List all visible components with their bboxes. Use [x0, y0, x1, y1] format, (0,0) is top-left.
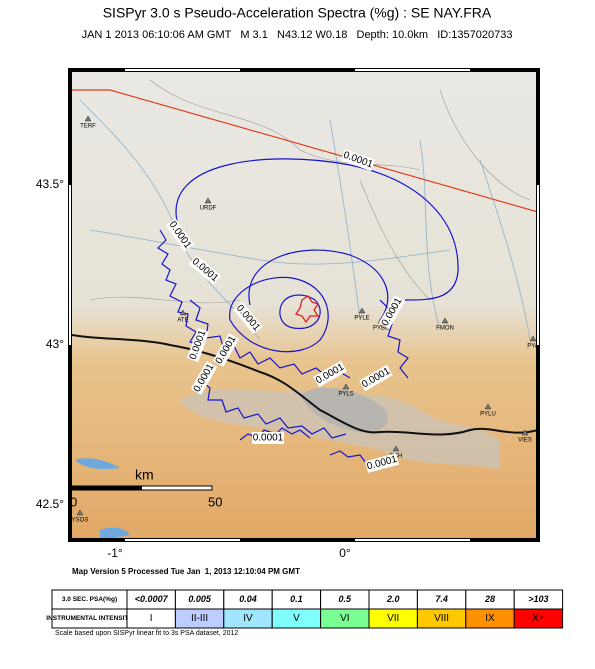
contour-label-bg — [212, 333, 240, 367]
intensity-value: IX — [485, 613, 495, 624]
contour-label-bg — [378, 295, 406, 329]
contour-label-bg — [359, 364, 393, 392]
legend-row-header: INSTRUMENTAL INTENSITY — [46, 615, 133, 622]
contour-label-bg — [188, 255, 222, 285]
psa-value: 0.005 — [188, 594, 212, 604]
station-label: PYLE — [354, 316, 369, 322]
subtitle: JAN 1 2013 06:10:06 AM GMT M 3.1 N43.12 … — [82, 29, 513, 41]
station-label: TERF — [80, 124, 96, 130]
contour-label-bg — [252, 432, 284, 444]
lat-label: 43° — [46, 337, 64, 351]
lat-label: 43.5° — [36, 177, 64, 191]
psa-value: 7.4 — [435, 594, 448, 604]
intensity-value: V — [293, 613, 300, 624]
lat-label: 42.5° — [36, 497, 64, 511]
intensity-cell — [513, 608, 564, 629]
psa-value: 0.04 — [239, 594, 257, 604]
station-marker — [76, 509, 84, 516]
contour-label-bg — [186, 327, 210, 363]
contour-label-bg — [165, 218, 195, 252]
frame-ticks — [69, 69, 539, 541]
contour-label-bg — [313, 360, 347, 388]
map-area: TERFURDFATEPYLEPYBBFMONPYAPYLSPYLUVIESEC… — [70, 70, 539, 540]
scale-bar: 0 km 50 — [70, 467, 222, 510]
station-label: YSOS — [72, 518, 89, 524]
psa-value: 0.5 — [339, 594, 353, 604]
station-label: URDF — [200, 206, 217, 212]
intensity-value: VII — [387, 613, 399, 624]
note: Scale based upon SISPyr linear fit to 3s… — [55, 630, 238, 637]
station-label: ATE — [177, 318, 188, 324]
scale-unit: km — [135, 467, 154, 483]
station-marker — [358, 307, 366, 314]
station-marker — [342, 383, 350, 390]
scale-start: 0 — [70, 494, 77, 509]
intensity-value: VIII — [434, 613, 449, 624]
contour-label-bg — [340, 148, 376, 172]
contour-label: 0.0001 — [252, 432, 284, 444]
station-label: PYA — [527, 344, 539, 350]
contour-label-bg — [233, 301, 263, 335]
footer: Map Version 5 Processed Tue Jan 1, 2013 … — [72, 567, 300, 576]
psa-value: 2.0 — [386, 594, 400, 604]
psa-value: 28 — [484, 594, 495, 604]
station-marker — [179, 309, 187, 316]
station-label: PYLS — [338, 392, 353, 398]
station-marker — [529, 335, 537, 342]
station-marker — [84, 115, 92, 122]
intensity-value: X+ — [532, 613, 545, 624]
station-label: FMON — [436, 326, 454, 332]
station-marker — [392, 445, 400, 452]
station-label: VIES — [518, 438, 532, 444]
scale-end: 50 — [208, 494, 222, 509]
psa-value: >103 — [528, 594, 548, 604]
intensity-value: I — [150, 613, 153, 624]
station-marker — [484, 403, 492, 410]
station-marker — [204, 197, 212, 204]
station-label: PYBB — [373, 326, 389, 332]
lon-label: 0° — [339, 546, 351, 560]
station-label: PYLU — [480, 412, 496, 418]
intensity-value: IV — [243, 613, 253, 624]
station-marker — [521, 429, 529, 436]
psa-value: 0.1 — [290, 594, 303, 604]
legend-row-header: 3.0 SEC. PSA(%g) — [62, 596, 117, 603]
title: SISPyr 3.0 s Pseudo-Acceleration Spectra… — [103, 5, 492, 21]
psa-value: <0.0007 — [135, 594, 169, 604]
contour-label-bg — [190, 361, 218, 395]
station-marker — [441, 317, 449, 324]
lon-label: -1° — [107, 546, 123, 560]
intensity-value: VI — [340, 613, 349, 624]
contour-label-bg — [364, 453, 400, 473]
contour-label-text: 0.0001 — [253, 433, 284, 444]
intensity-value: II-III — [191, 613, 208, 624]
